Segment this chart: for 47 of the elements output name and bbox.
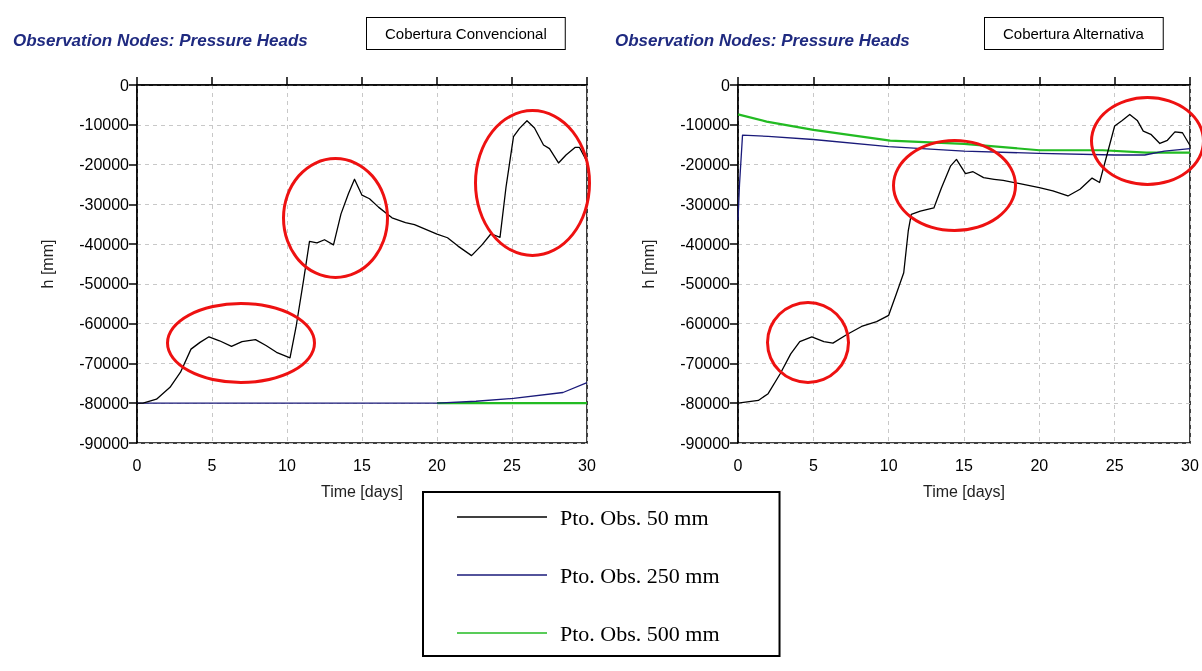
x-axis-title: Time [days]: [320, 482, 404, 500]
y-tick-label: -40000: [680, 235, 731, 253]
y-tick-label: -10000: [680, 116, 731, 134]
x-tick-label: 30: [1181, 456, 1199, 474]
y-tick-label: -60000: [680, 315, 731, 333]
y-tick-label: -80000: [680, 394, 731, 412]
y-tick-label: -50000: [79, 275, 130, 293]
text: Cobertura Alternativa: [1003, 25, 1145, 42]
y-tick-label: -70000: [680, 354, 731, 372]
x-tick-label: 15: [353, 456, 371, 474]
x-axis-title: Time [days]: [922, 482, 1006, 500]
y-tick-label: -20000: [680, 156, 731, 174]
y-axis-title: h [mm]: [639, 239, 657, 289]
line-series: [737, 134, 1191, 221]
x-tick-label: 20: [1030, 456, 1049, 474]
x-tick-label: 25: [503, 456, 521, 474]
y-tick-label: -30000: [79, 195, 130, 213]
legend-label: Pto. Obs. 50 mm: [560, 504, 709, 530]
y-tick-label: 0: [120, 76, 130, 94]
y-tick-label: -20000: [79, 156, 130, 174]
legend-label: Pto. Obs. 250 mm: [560, 562, 720, 588]
chart-title: Observation Nodes: Pressure Heads: [13, 31, 308, 50]
y-tick-label: -80000: [79, 394, 130, 412]
x-tick-label: 5: [207, 456, 217, 474]
chart-title: Observation Nodes: Pressure Heads: [615, 31, 910, 50]
x-tick-label: 5: [808, 456, 818, 474]
x-tick-label: 0: [132, 456, 142, 474]
y-tick-label: 0: [721, 76, 731, 94]
y-tick-label: -70000: [79, 354, 130, 372]
x-tick-label: 20: [428, 456, 446, 474]
x-tick-label: 0: [733, 456, 743, 474]
legend-label: Pto. Obs. 500 mm: [560, 620, 720, 646]
x-tick-label: 10: [278, 456, 296, 474]
y-tick-label: -30000: [680, 195, 731, 213]
x-tick-label: 25: [1105, 456, 1124, 474]
y-tick-label: -50000: [680, 275, 731, 293]
x-tick-label: 15: [955, 456, 973, 474]
line-series: [736, 113, 1192, 154]
y-tick-label: -60000: [79, 315, 130, 333]
y-tick-label: -10000: [79, 116, 130, 134]
x-tick-label: 10: [879, 456, 898, 474]
text: Cobertura Convencional: [385, 25, 547, 42]
y-axis-title: h [mm]: [38, 239, 56, 289]
x-tick-label: 30: [578, 456, 596, 474]
y-tick-label: -40000: [79, 235, 130, 253]
y-tick-label: -90000: [680, 434, 731, 452]
y-tick-label: -90000: [79, 434, 130, 452]
